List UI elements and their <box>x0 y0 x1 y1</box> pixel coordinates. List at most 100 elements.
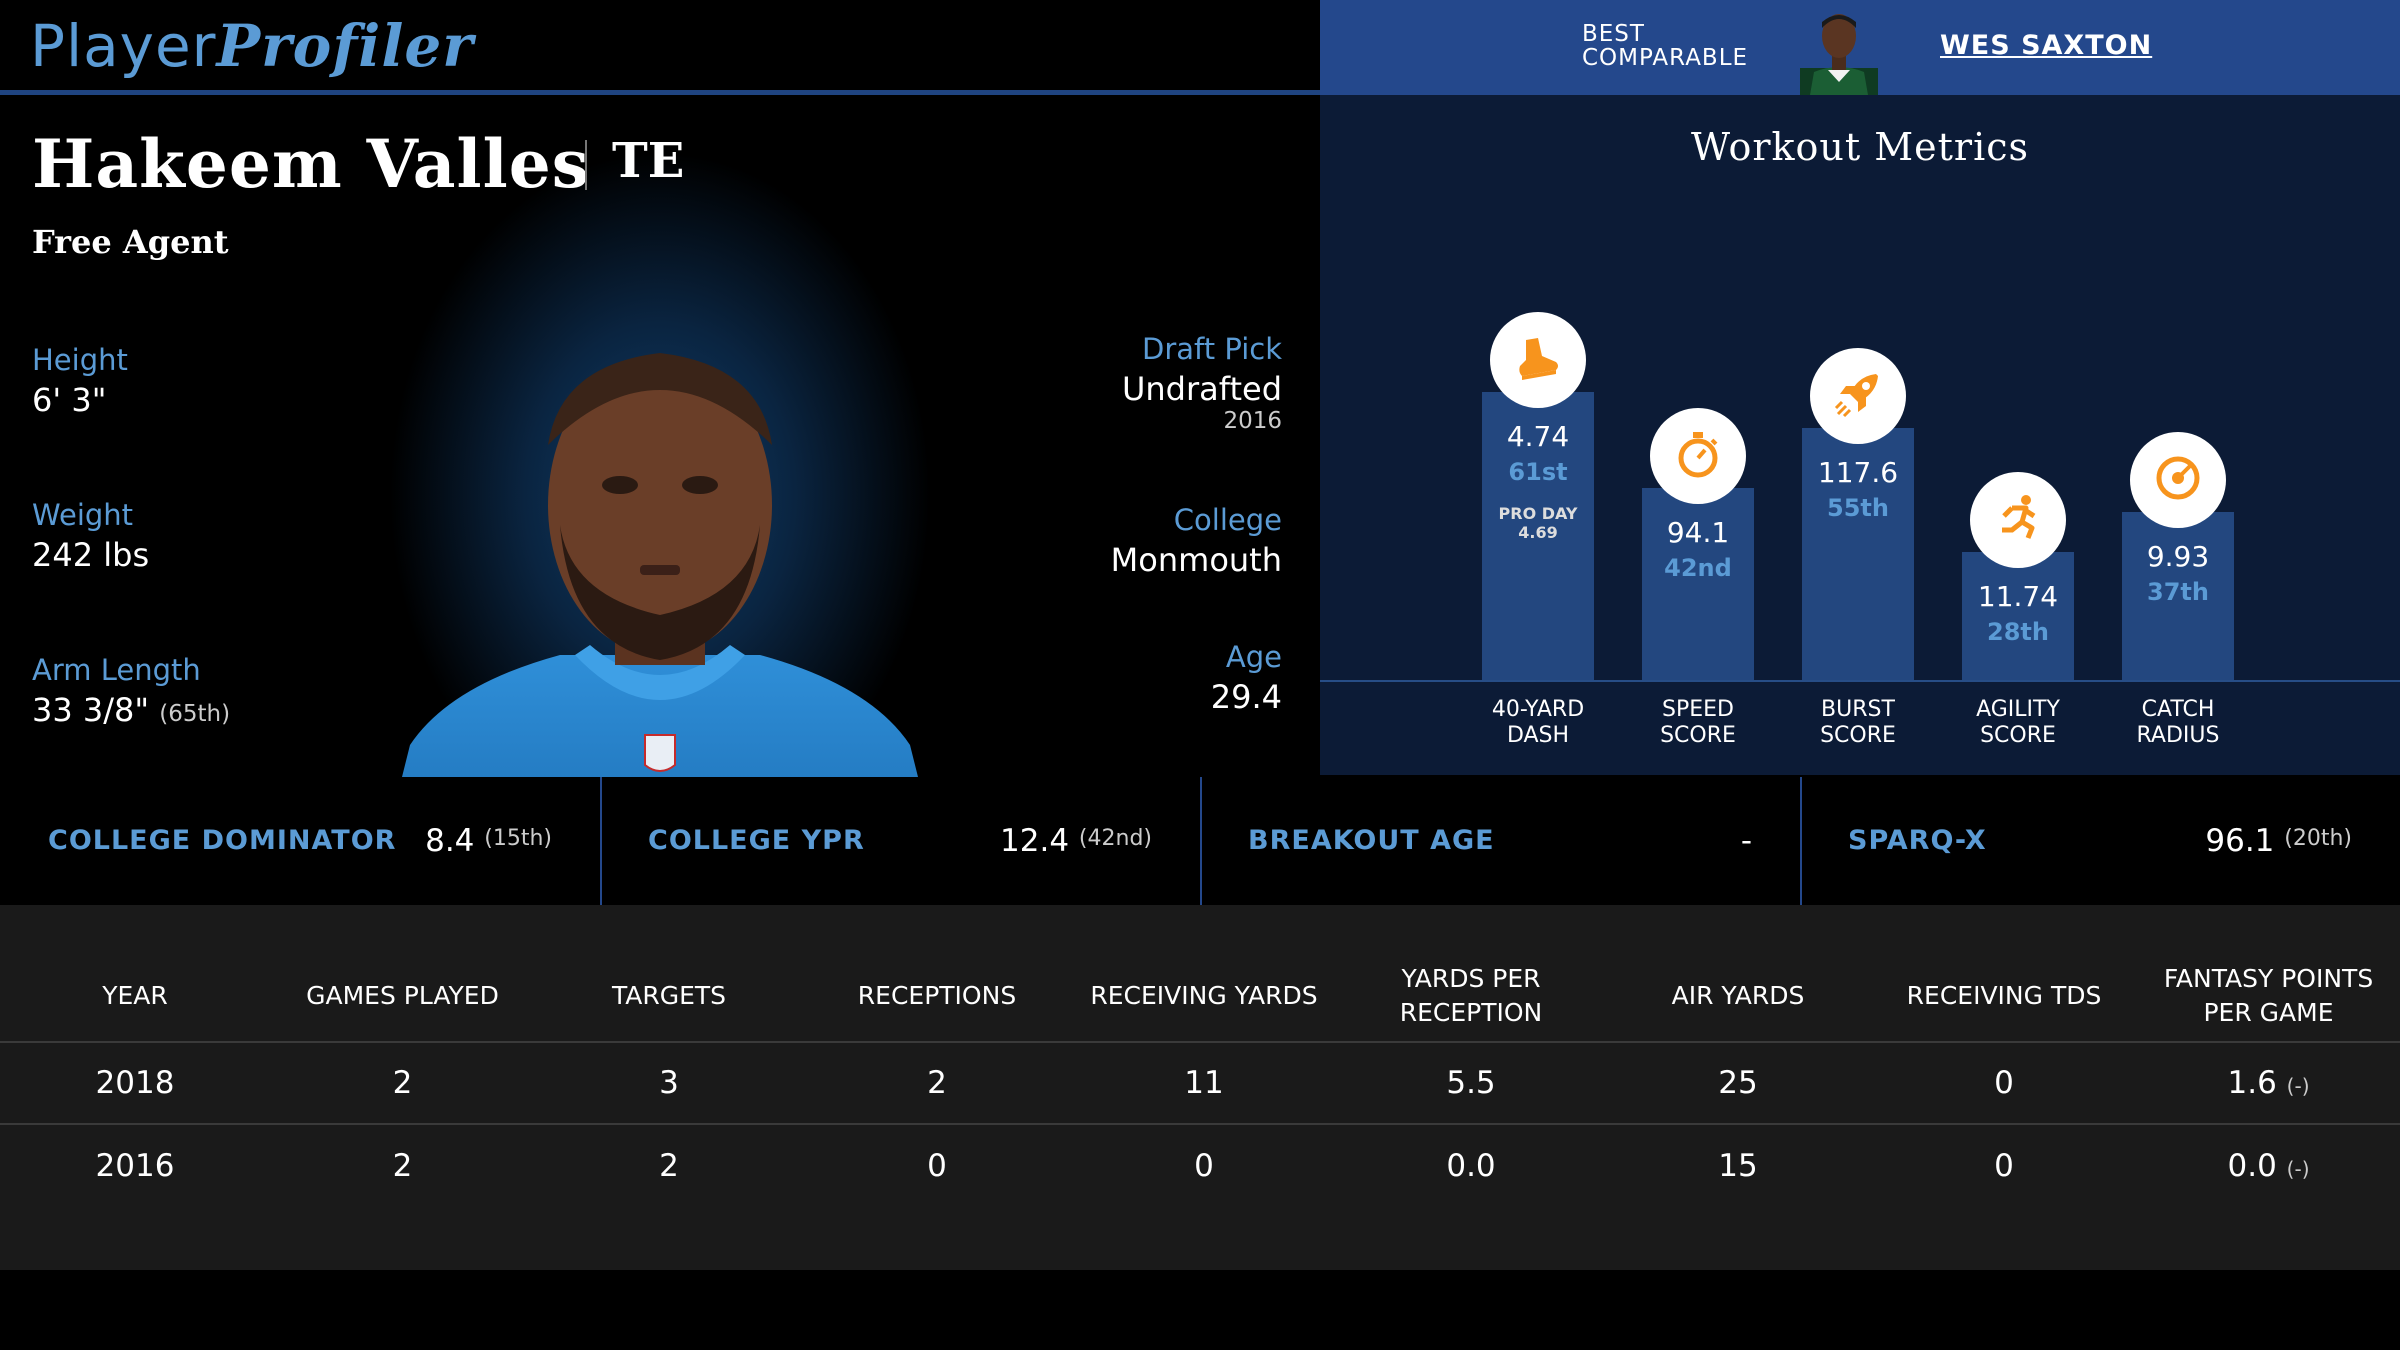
cell-value: 0.0 <box>1446 1147 1496 1184</box>
pro-day-label: PRO DAY <box>1498 504 1578 523</box>
cell-value: 11 <box>1184 1065 1224 1101</box>
weight-value: 242 lbs <box>32 536 150 574</box>
workout-label: 40-YARD DASH <box>1458 697 1618 749</box>
cell-value: 1.6 <box>2227 1065 2277 1101</box>
stats-header-row: YEAR GAMES PLAYED TARGETS RECEPTIONS RECEIVI… <box>0 950 2400 1043</box>
table-cell: 0.0 <box>1337 1124 1605 1206</box>
cell-sub: (-) <box>2286 1074 2310 1098</box>
header-bar: PlayerProfiler <box>0 0 1320 92</box>
metric-value-number: 8.4 <box>425 823 475 859</box>
column-header[interactable]: RECEIVING TDS <box>1871 950 2137 1043</box>
age-value: 29.4 <box>1210 678 1282 716</box>
table-cell: 0.0 (-) <box>2137 1124 2400 1206</box>
cell-value: 2016 <box>95 1147 175 1184</box>
cell-value: 15 <box>1718 1147 1758 1184</box>
workout-icon-circle <box>2130 432 2226 528</box>
workout-bar <box>2122 512 2234 680</box>
table-cell: 2 <box>270 1124 535 1206</box>
workout-percentile: 37th <box>2147 578 2209 606</box>
metric-label: COLLEGE DOMINATOR <box>48 825 397 856</box>
column-header[interactable]: TARGETS <box>535 950 803 1043</box>
workout-label-line: RADIUS <box>2136 723 2220 748</box>
workout-icon-circle <box>1650 408 1746 504</box>
column-header[interactable]: AIR YARDS <box>1605 950 1871 1043</box>
cell-value: 25 <box>1718 1065 1758 1101</box>
table-cell: 3 <box>535 1042 803 1125</box>
age-label: Age <box>1225 640 1282 674</box>
workout-icon-circle <box>1970 472 2066 568</box>
header-divider <box>0 90 1320 95</box>
workout-label: BURST SCORE <box>1778 697 1938 749</box>
best-comparable-bar: BEST COMPARABLE WES SAXTON <box>1320 0 2400 95</box>
shoe-icon <box>1512 332 1564 388</box>
best-comparable-label: BEST COMPARABLE <box>1582 21 1749 71</box>
workout-icon-circle <box>1810 348 1906 444</box>
workout-bar <box>1642 488 1754 680</box>
cell-value: 0 <box>1994 1065 2014 1101</box>
metric-value-number: 96.1 <box>2205 823 2275 859</box>
table-cell: 2 <box>535 1124 803 1206</box>
workout-label-line: 40-YARD <box>1491 697 1585 722</box>
column-header[interactable]: FANTASY POINTS PER GAME <box>2137 950 2400 1043</box>
weight-label: Weight <box>32 498 134 532</box>
workout-label-line: SPEED <box>1662 697 1734 722</box>
stats-section: YEAR GAMES PLAYED TARGETS RECEPTIONS RECEIVI… <box>0 905 2400 1270</box>
column-header[interactable]: YEAR <box>0 950 270 1043</box>
workout-icon-circle <box>1490 312 1586 408</box>
metric-value-percentile: (15th) <box>484 826 552 851</box>
height-value: 6' 3" <box>32 381 107 419</box>
college-value[interactable]: Monmouth <box>1110 541 1282 579</box>
column-header[interactable]: RECEPTIONS <box>803 950 1071 1043</box>
table-cell: 15 <box>1605 1124 1871 1206</box>
table-row: 2018 2 3 2 11 5.5 25 0 1.6 (-) <box>0 1042 2400 1125</box>
workout-bar <box>1962 552 2074 680</box>
target-icon <box>2152 452 2204 508</box>
metric-label: SPARQ-X <box>1848 825 1987 856</box>
draft-pick-value: Undrafted <box>1121 370 1282 408</box>
workout-baseline <box>1320 680 2400 682</box>
stats-table: YEAR GAMES PLAYED TARGETS RECEPTIONS RECEIVI… <box>0 950 2400 1206</box>
metrics-strip: COLLEGE DOMINATOR 8.4 (15th) COLLEGE YPR 12… <box>0 777 2400 905</box>
metric-divider <box>600 777 602 905</box>
table-cell: 0 <box>1871 1042 2137 1125</box>
best-comparable-link[interactable]: WES SAXTON <box>1940 30 2153 61</box>
pro-day-value: 4.69 <box>1518 523 1558 542</box>
column-header[interactable]: YARDS PER RECEPTION <box>1337 950 1605 1043</box>
table-cell: 1.6 (-) <box>2137 1042 2400 1125</box>
table-cell: 2 <box>270 1042 535 1125</box>
stopwatch-icon <box>1672 428 1724 484</box>
table-cell: 11 <box>1071 1042 1337 1125</box>
player-team: Free Agent <box>32 223 229 261</box>
metric-college-dominator: COLLEGE DOMINATOR 8.4 (15th) <box>0 777 600 905</box>
metric-value-percentile: (42nd) <box>1078 826 1152 851</box>
workout-metrics-panel: Workout Metrics 4.74 61st PRO DAY 4.69 40-YA… <box>1320 95 2400 775</box>
workout-percentile: 55th <box>1827 494 1889 522</box>
cell-value: 2018 <box>95 1065 175 1101</box>
column-header[interactable]: GAMES PLAYED <box>270 950 535 1043</box>
metric-value: 8.4 (15th) <box>425 823 552 859</box>
workout-value: 94.1 <box>1666 516 1730 549</box>
workout-label-line: BURST <box>1821 697 1895 722</box>
table-cell: 25 <box>1605 1042 1871 1125</box>
height-label: Height <box>32 343 128 377</box>
workout-label: SPEED SCORE <box>1618 697 1778 749</box>
workout-label-line: SCORE <box>1980 723 2056 748</box>
name-separator <box>585 140 587 190</box>
metric-value: - <box>1741 823 1752 859</box>
workout-title: Workout Metrics <box>1690 125 2030 169</box>
workout-bar <box>1482 392 1594 680</box>
arm-length-percentile: (65th) <box>159 701 231 727</box>
site-logo[interactable]: PlayerProfiler <box>30 10 474 82</box>
workout-percentile: 28th <box>1987 618 2049 646</box>
workout-percentile: 42nd <box>1664 554 1732 582</box>
metric-value: 12.4 (42nd) <box>1000 823 1152 859</box>
cell-value: 0 <box>1194 1147 1214 1184</box>
player-panel: Hakeem Valles TE Free Agent Height 6' 3"… <box>0 95 1320 865</box>
workout-label-line: SCORE <box>1660 723 1736 748</box>
table-cell: 2 <box>803 1042 1071 1125</box>
column-header[interactable]: RECEIVING YARDS <box>1071 950 1337 1043</box>
workout-label-line: AGILITY <box>1976 697 2060 722</box>
table-cell: 2016 <box>0 1124 270 1206</box>
workout-label: AGILITY SCORE <box>1938 697 2098 749</box>
metric-label: BREAKOUT AGE <box>1248 825 1495 856</box>
